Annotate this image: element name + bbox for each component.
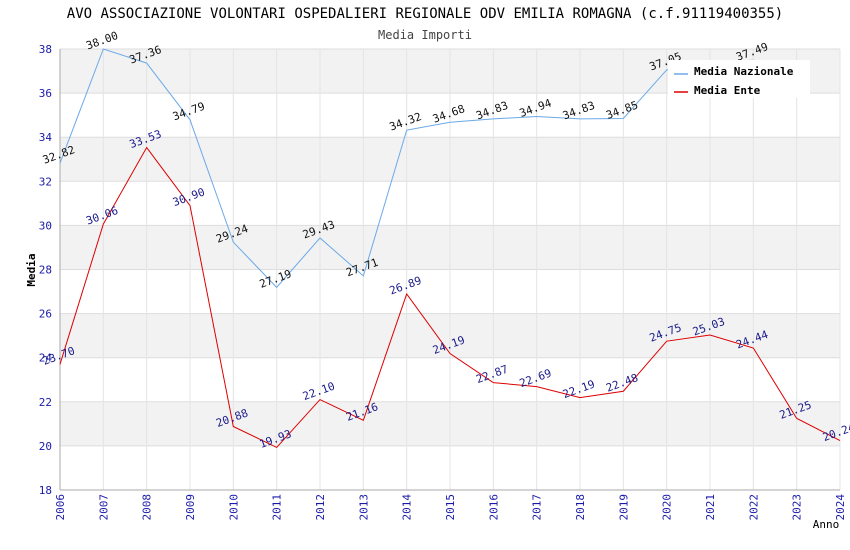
x-tick-2024: 2024 [834,494,847,521]
y-tick-34: 34 [39,131,53,144]
chart-title: AVO ASSOCIAZIONE VOLONTARI OSPEDALIERI R… [67,6,783,22]
x-tick-2022: 2022 [747,494,760,521]
y-tick-28: 28 [39,264,52,277]
x-tick-2012: 2012 [314,494,327,521]
x-tick-2007: 2007 [97,494,110,521]
x-tick-2009: 2009 [184,494,197,521]
y-tick-24: 24 [39,352,53,365]
x-tick-2008: 2008 [141,494,154,521]
x-tick-2014: 2014 [401,494,414,521]
x-axis-ticks: 2006 2007 2008 2009 2010 2011 2012 2013 2014 2015… [54,494,847,521]
y-tick-22: 22 [39,396,52,409]
y-tick-30: 30 [39,219,52,232]
x-tick-2011: 2011 [271,494,284,521]
x-tick-2015: 2015 [444,494,457,521]
y-axis-ticks: 18 20 22 24 26 28 30 32 34 36 38 [39,43,53,497]
y-tick-26: 26 [39,308,52,321]
x-tick-2016: 2016 [487,494,500,521]
x-tick-2006: 2006 [54,494,67,521]
y-tick-18: 18 [39,484,52,497]
x-tick-2021: 2021 [704,494,717,521]
series-line-media-ente [59,146,841,449]
x-tick-2023: 2023 [791,494,804,521]
axes [59,49,840,491]
x-axis-label: Anno [813,518,840,531]
y-tick-38: 38 [39,43,52,56]
y-tick-20: 20 [39,440,52,453]
legend-box [668,60,810,98]
chart-subtitle: Media Importi [378,28,472,42]
legend: Media Nazionale Media Ente [668,60,810,98]
y-tick-32: 32 [39,175,52,188]
x-tick-2013: 2013 [357,494,370,521]
y-axis-label: Media [25,253,38,286]
legend-label-media-ente: Media Ente [694,84,761,97]
x-tick-2010: 2010 [227,494,240,521]
series-lines [59,48,841,449]
x-tick-2020: 2020 [661,494,674,521]
y-tick-36: 36 [39,87,52,100]
legend-label-media-nazionale: Media Nazionale [694,65,794,78]
x-tick-2018: 2018 [574,494,587,521]
x-tick-2019: 2019 [617,494,630,521]
x-tick-2017: 2017 [531,494,544,521]
series-line-media-nazionale [59,48,754,289]
